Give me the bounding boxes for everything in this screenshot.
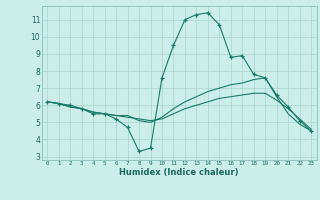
- X-axis label: Humidex (Indice chaleur): Humidex (Indice chaleur): [119, 168, 239, 177]
